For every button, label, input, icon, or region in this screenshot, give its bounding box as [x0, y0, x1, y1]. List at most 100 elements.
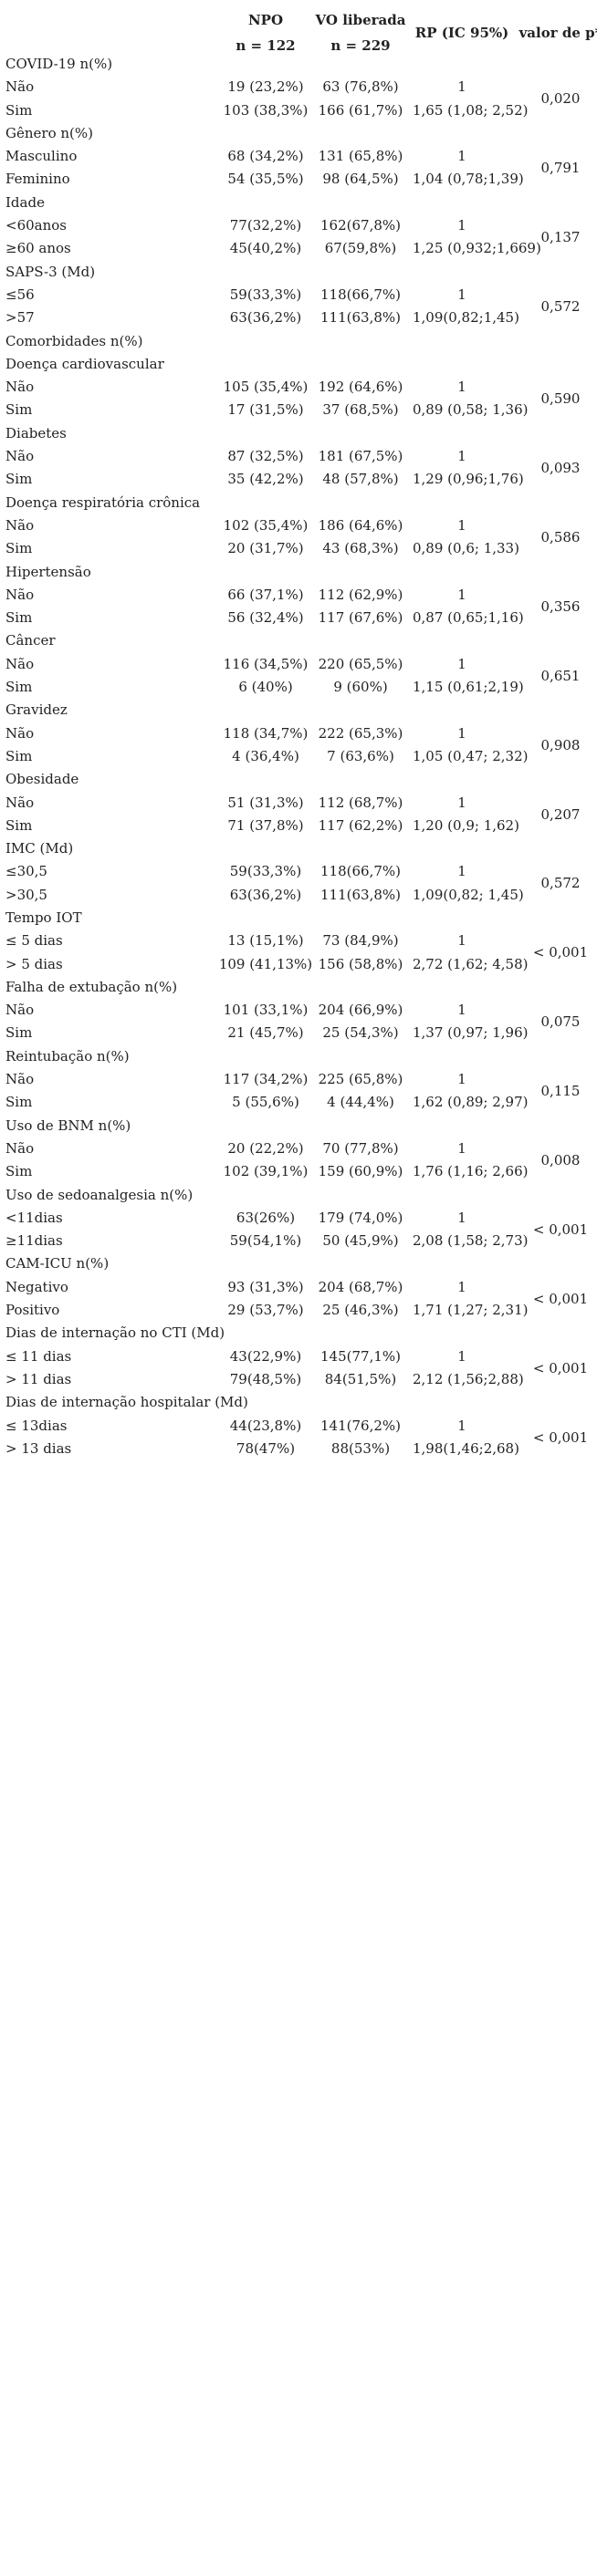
- row-label: IMC (Md): [5, 840, 74, 857]
- row-label: Uso de BNM n(%): [5, 1117, 131, 1134]
- p-value-cell: < 0,001: [532, 1220, 589, 1238]
- rp-cell: 0,89 (0,6; 1,33): [413, 540, 519, 557]
- row-label: Hipertensão: [5, 563, 91, 580]
- table-row: <11dias 63(26%) 179 (74,0%) 1 < 0,001: [5, 1207, 597, 1238]
- section-heading-row: Idade: [5, 192, 597, 214]
- vo-cell: 111(63,8%): [320, 309, 401, 327]
- rp-cell: 1: [457, 286, 466, 303]
- npo-cell: 116 (34,5%): [223, 655, 309, 672]
- row-label: Não: [5, 1071, 35, 1088]
- vo-cell: 25 (54,3%): [322, 1024, 399, 1042]
- table-row: Positivo 29 (53,7%) 25 (46,3%) 1,71 (1,27; …: [5, 1299, 597, 1322]
- rp-cell: 1,20 (0,9; 1,62): [413, 816, 519, 834]
- table-row: ≤30,5 59(33,3%) 118(66,7%) 1 0,572: [5, 860, 597, 891]
- row-label: Sim: [5, 471, 33, 488]
- p-value-cell: < 0,001: [532, 1428, 589, 1446]
- row-label: Masculino: [5, 148, 78, 165]
- row-label: Sim: [5, 1163, 33, 1180]
- row-label: ≥11dias: [5, 1232, 63, 1250]
- row-label: > 13 dias: [5, 1439, 72, 1457]
- table-row: Não 105 (35,4%) 192 (64,6%) 1 0,590: [5, 376, 597, 407]
- npo-cell: 20 (31,7%): [227, 540, 304, 557]
- vo-cell: 88(53%): [330, 1439, 391, 1457]
- npo-cell: 20 (22,2%): [227, 1139, 304, 1157]
- p-value-cell: 0,791: [540, 160, 581, 177]
- rp-cell: 1,98(1,46;2,68): [413, 1439, 519, 1457]
- table-row: Sim 6 (40%) 9 (60%) 1,15 (0,61;2,19): [5, 676, 597, 699]
- row-label: Sim: [5, 540, 33, 557]
- rp-cell: 1: [457, 1278, 466, 1295]
- table-header: NPO n = 122 VO liberada n = 229 RP (IC 9…: [5, 5, 597, 54]
- npo-cell: 102 (39,1%): [223, 1163, 309, 1180]
- row-label: Sim: [5, 679, 33, 696]
- npo-cell: 29 (53,7%): [227, 1302, 304, 1319]
- table-row: Não 116 (34,5%) 220 (65,5%) 1 0,651: [5, 653, 597, 684]
- row-label: Câncer: [5, 632, 56, 649]
- row-label: ≤30,5: [5, 863, 47, 880]
- table-row: Sim 4 (36,4%) 7 (63,6%) 1,05 (0,47; 2,32): [5, 745, 597, 768]
- table-row: Não 102 (35,4%) 186 (64,6%) 1 0,586: [5, 514, 597, 545]
- p-value-cell: 0,008: [540, 1151, 581, 1169]
- table-row: Não 19 (23,2%) 63 (76,8%) 1 0,020: [5, 76, 597, 107]
- table-row: >30,5 63(36,2%) 111(63,8%) 1,09(0,82; 1,45): [5, 884, 597, 907]
- row-label: ≤ 5 dias: [5, 932, 63, 950]
- npo-cell: 45(40,2%): [229, 240, 302, 257]
- vo-cell: 117 (67,6%): [318, 609, 403, 627]
- rp-cell: 1: [457, 724, 466, 742]
- vo-cell: 131 (65,8%): [318, 148, 403, 165]
- rp-cell: 1: [457, 379, 466, 396]
- npo-cell: 51 (31,3%): [227, 794, 304, 811]
- rp-cell: 0,89 (0,58; 1,36): [413, 401, 529, 419]
- p-value-cell: 0,207: [540, 805, 581, 823]
- rp-cell: 1: [457, 1417, 466, 1434]
- row-label: Tempo IOT: [5, 909, 82, 926]
- row-label: Diabetes: [5, 424, 67, 441]
- rp-cell: 1,09(0,82; 1,45): [413, 886, 524, 903]
- vo-cell: 43 (68,3%): [322, 540, 399, 557]
- section-heading-row: Reintubação n(%): [5, 1045, 597, 1068]
- row-label: ≥60 anos: [5, 240, 71, 257]
- table-row: Sim 5 (55,6%) 4 (44,4%) 1,62 (0,89; 2,97): [5, 1091, 597, 1114]
- vo-cell: 73 (84,9%): [322, 932, 399, 950]
- table-row: Não 51 (31,3%) 112 (68,7%) 1 0,207: [5, 792, 597, 823]
- table-row: <60anos 77(32,2%) 162(67,8%) 1 0,137: [5, 214, 597, 245]
- table-row: Negativo 93 (31,3%) 204 (68,7%) 1 < 0,001: [5, 1276, 597, 1307]
- section-heading-row: Câncer: [5, 629, 597, 652]
- vo-cell: 84(51,5%): [324, 1370, 397, 1387]
- p-value-cell: 0,572: [540, 875, 581, 892]
- table-row: Sim 56 (32,4%) 117 (67,6%) 0,87 (0,65;1,16): [5, 607, 597, 629]
- p-value-cell: 0,572: [540, 297, 581, 315]
- p-value-cell: 0,137: [540, 229, 581, 246]
- rp-cell: 1,04 (0,78;1,39): [413, 171, 524, 188]
- row-label: Doença cardiovascular: [5, 355, 164, 372]
- npo-cell: 5 (55,6%): [232, 1094, 299, 1111]
- vo-cell: 111(63,8%): [320, 886, 401, 903]
- table-row: Sim 71 (37,8%) 117 (62,2%) 1,20 (0,9; 1,62): [5, 815, 597, 837]
- vo-cell: 162(67,8%): [320, 217, 401, 234]
- section-heading-row: Gravidez: [5, 699, 597, 722]
- section-heading-row: Doença respiratória crônica: [5, 492, 597, 514]
- vo-cell: 156 (58,8%): [318, 955, 403, 972]
- section-heading-row: Falha de extubação n(%): [5, 976, 597, 999]
- rp-cell: 1: [457, 1071, 466, 1088]
- rp-cell: 1: [457, 217, 466, 234]
- npo-cell: 101 (33,1%): [223, 1002, 309, 1019]
- row-label: ≤56: [5, 286, 35, 303]
- table-row: Sim 21 (45,7%) 25 (54,3%) 1,37 (0,97; 1,96): [5, 1022, 597, 1044]
- table-row: Sim 103 (38,3%) 166 (61,7%) 1,65 (1,08; 2,5…: [5, 99, 597, 122]
- row-label: Dias de internação hospitalar (Md): [5, 1394, 248, 1411]
- section-heading-row: Uso de BNM n(%): [5, 1115, 597, 1137]
- table-row: > 13 dias 78(47%) 88(53%) 1,98(1,46;2,68): [5, 1438, 597, 1460]
- table-row: Sim 35 (42,2%) 48 (57,8%) 1,29 (0,96;1,76): [5, 468, 597, 491]
- npo-cell: 103 (38,3%): [223, 101, 309, 119]
- rp-cell: 1,65 (1,08; 2,52): [413, 101, 529, 119]
- npo-cell: 105 (35,4%): [223, 379, 309, 396]
- table-row: Não 101 (33,1%) 204 (66,9%) 1 0,075: [5, 999, 597, 1030]
- row-label: Não: [5, 1002, 35, 1019]
- row-label: Sim: [5, 401, 33, 419]
- row-label: Não: [5, 724, 35, 742]
- npo-cell: 66 (37,1%): [227, 586, 304, 603]
- vo-cell: 50 (45,9%): [322, 1232, 399, 1250]
- row-label: Não: [5, 655, 35, 672]
- rp-cell: 1: [457, 1209, 466, 1226]
